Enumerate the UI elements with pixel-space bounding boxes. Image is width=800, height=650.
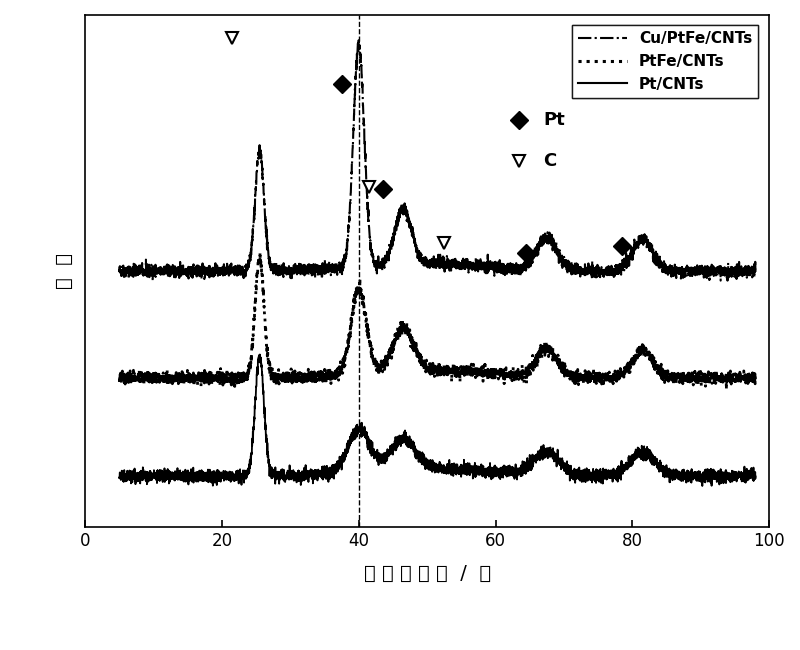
Text: C: C	[543, 152, 557, 170]
X-axis label: 两 倍 衍 射 角  /  度: 两 倍 衍 射 角 / 度	[363, 564, 490, 583]
Y-axis label: 峰  强: 峰 强	[55, 253, 74, 289]
Legend: Cu/PtFe/CNTs, PtFe/CNTs, Pt/CNTs: Cu/PtFe/CNTs, PtFe/CNTs, Pt/CNTs	[571, 25, 758, 98]
Text: Pt: Pt	[543, 111, 565, 129]
